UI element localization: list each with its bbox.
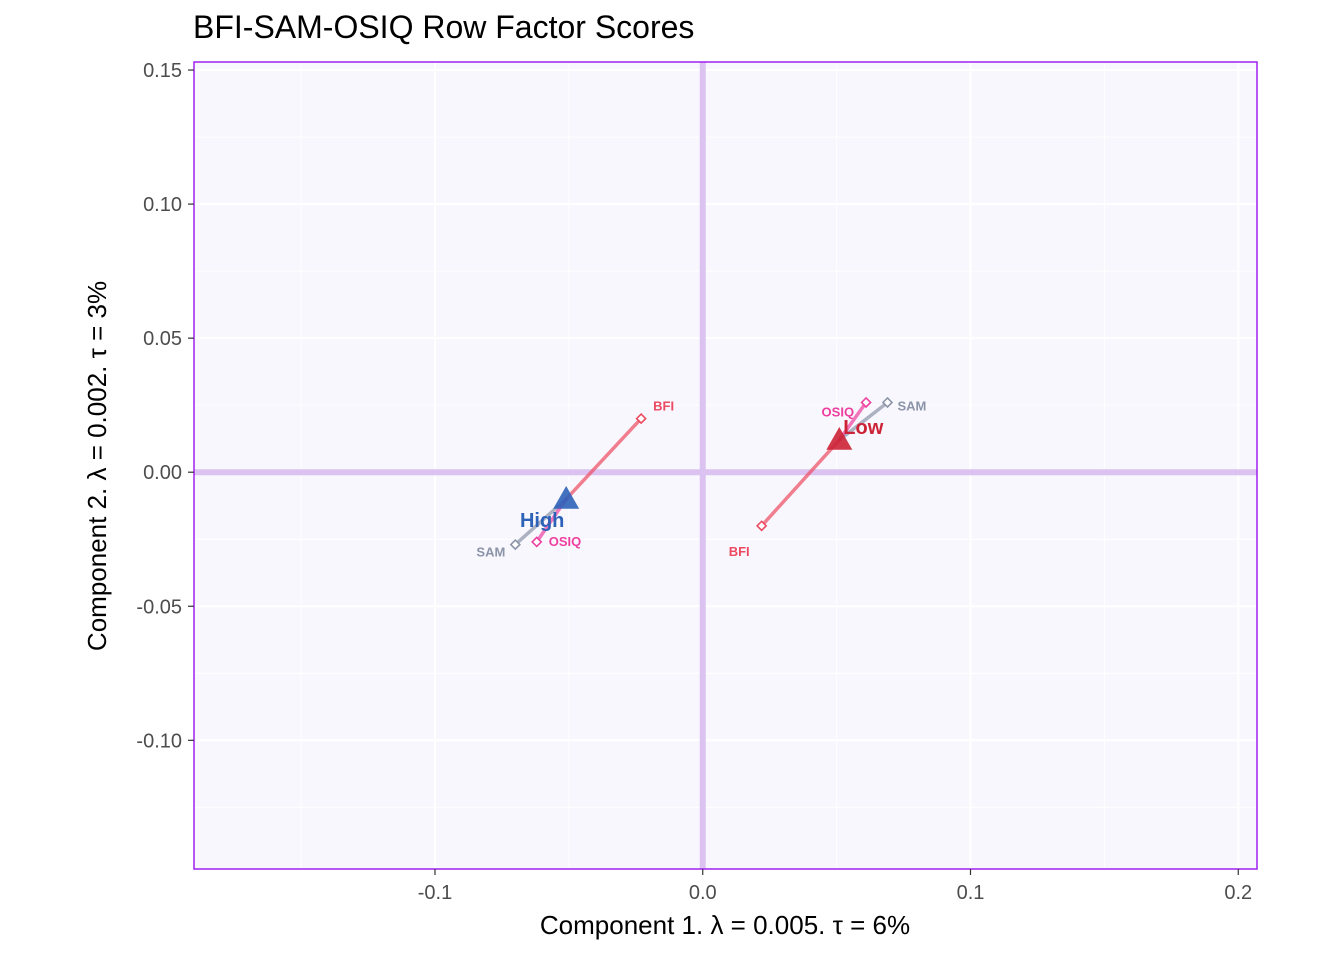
block-label-high-sam: SAM (476, 545, 505, 560)
block-segment-low-bfi (759, 438, 842, 528)
block-point-low-sam (881, 396, 894, 409)
x-tick-label: 0.1 (957, 882, 985, 904)
data-points (509, 396, 894, 551)
y-tick-label: 0.10 (143, 194, 182, 216)
y-axis-title: Component 2. λ = 0.002. τ = 3% (82, 281, 112, 651)
block-segment-high-bfi (564, 416, 643, 501)
y-tick-label: -0.05 (136, 596, 182, 618)
block-label-low-osiq: OSIQ (822, 404, 855, 419)
axis-ticks: -0.1 0.0 0.1 0.2 -0.10 -0.05 0.00 0.05 0.10 0.15 (136, 60, 1252, 904)
chart-title: BFI-SAM-OSIQ Row Factor Scores (193, 9, 694, 45)
block-label-high-bfi: BFI (653, 399, 674, 414)
plot-panel (194, 62, 1257, 869)
block-segment-low-osiq (837, 400, 868, 442)
block-point-high-sam (509, 538, 521, 551)
block-point-low-bfi (756, 520, 768, 532)
block-segment-low-sam (837, 400, 890, 442)
block-point-high-osiq (531, 536, 543, 548)
x-axis-title: Component 1. λ = 0.005. τ = 6% (540, 910, 910, 940)
block-label-low-sam: SAM (897, 398, 926, 413)
plot-panel-border (193, 61, 1258, 870)
block-label-low-bfi: BFI (729, 544, 750, 559)
block-label-high-osiq: OSIQ (549, 534, 582, 549)
block-point-low-osiq (860, 396, 872, 409)
y-tick-label: 0.15 (143, 60, 182, 82)
group-label-high: High (520, 510, 564, 532)
origin-lines (194, 62, 1257, 869)
group-point-low (826, 427, 853, 450)
y-tick-label: 0.05 (143, 328, 182, 350)
x-tick-label: 0.2 (1224, 882, 1252, 904)
x-tick-label: 0.0 (689, 882, 717, 904)
group-point-high (553, 486, 580, 509)
group-label-low: Low (843, 417, 883, 439)
y-tick-label: -0.10 (136, 730, 182, 752)
x-tick-label: -0.1 (418, 882, 452, 904)
y-tick-label: 0.00 (143, 462, 182, 484)
block-point-high-bfi (635, 412, 647, 425)
